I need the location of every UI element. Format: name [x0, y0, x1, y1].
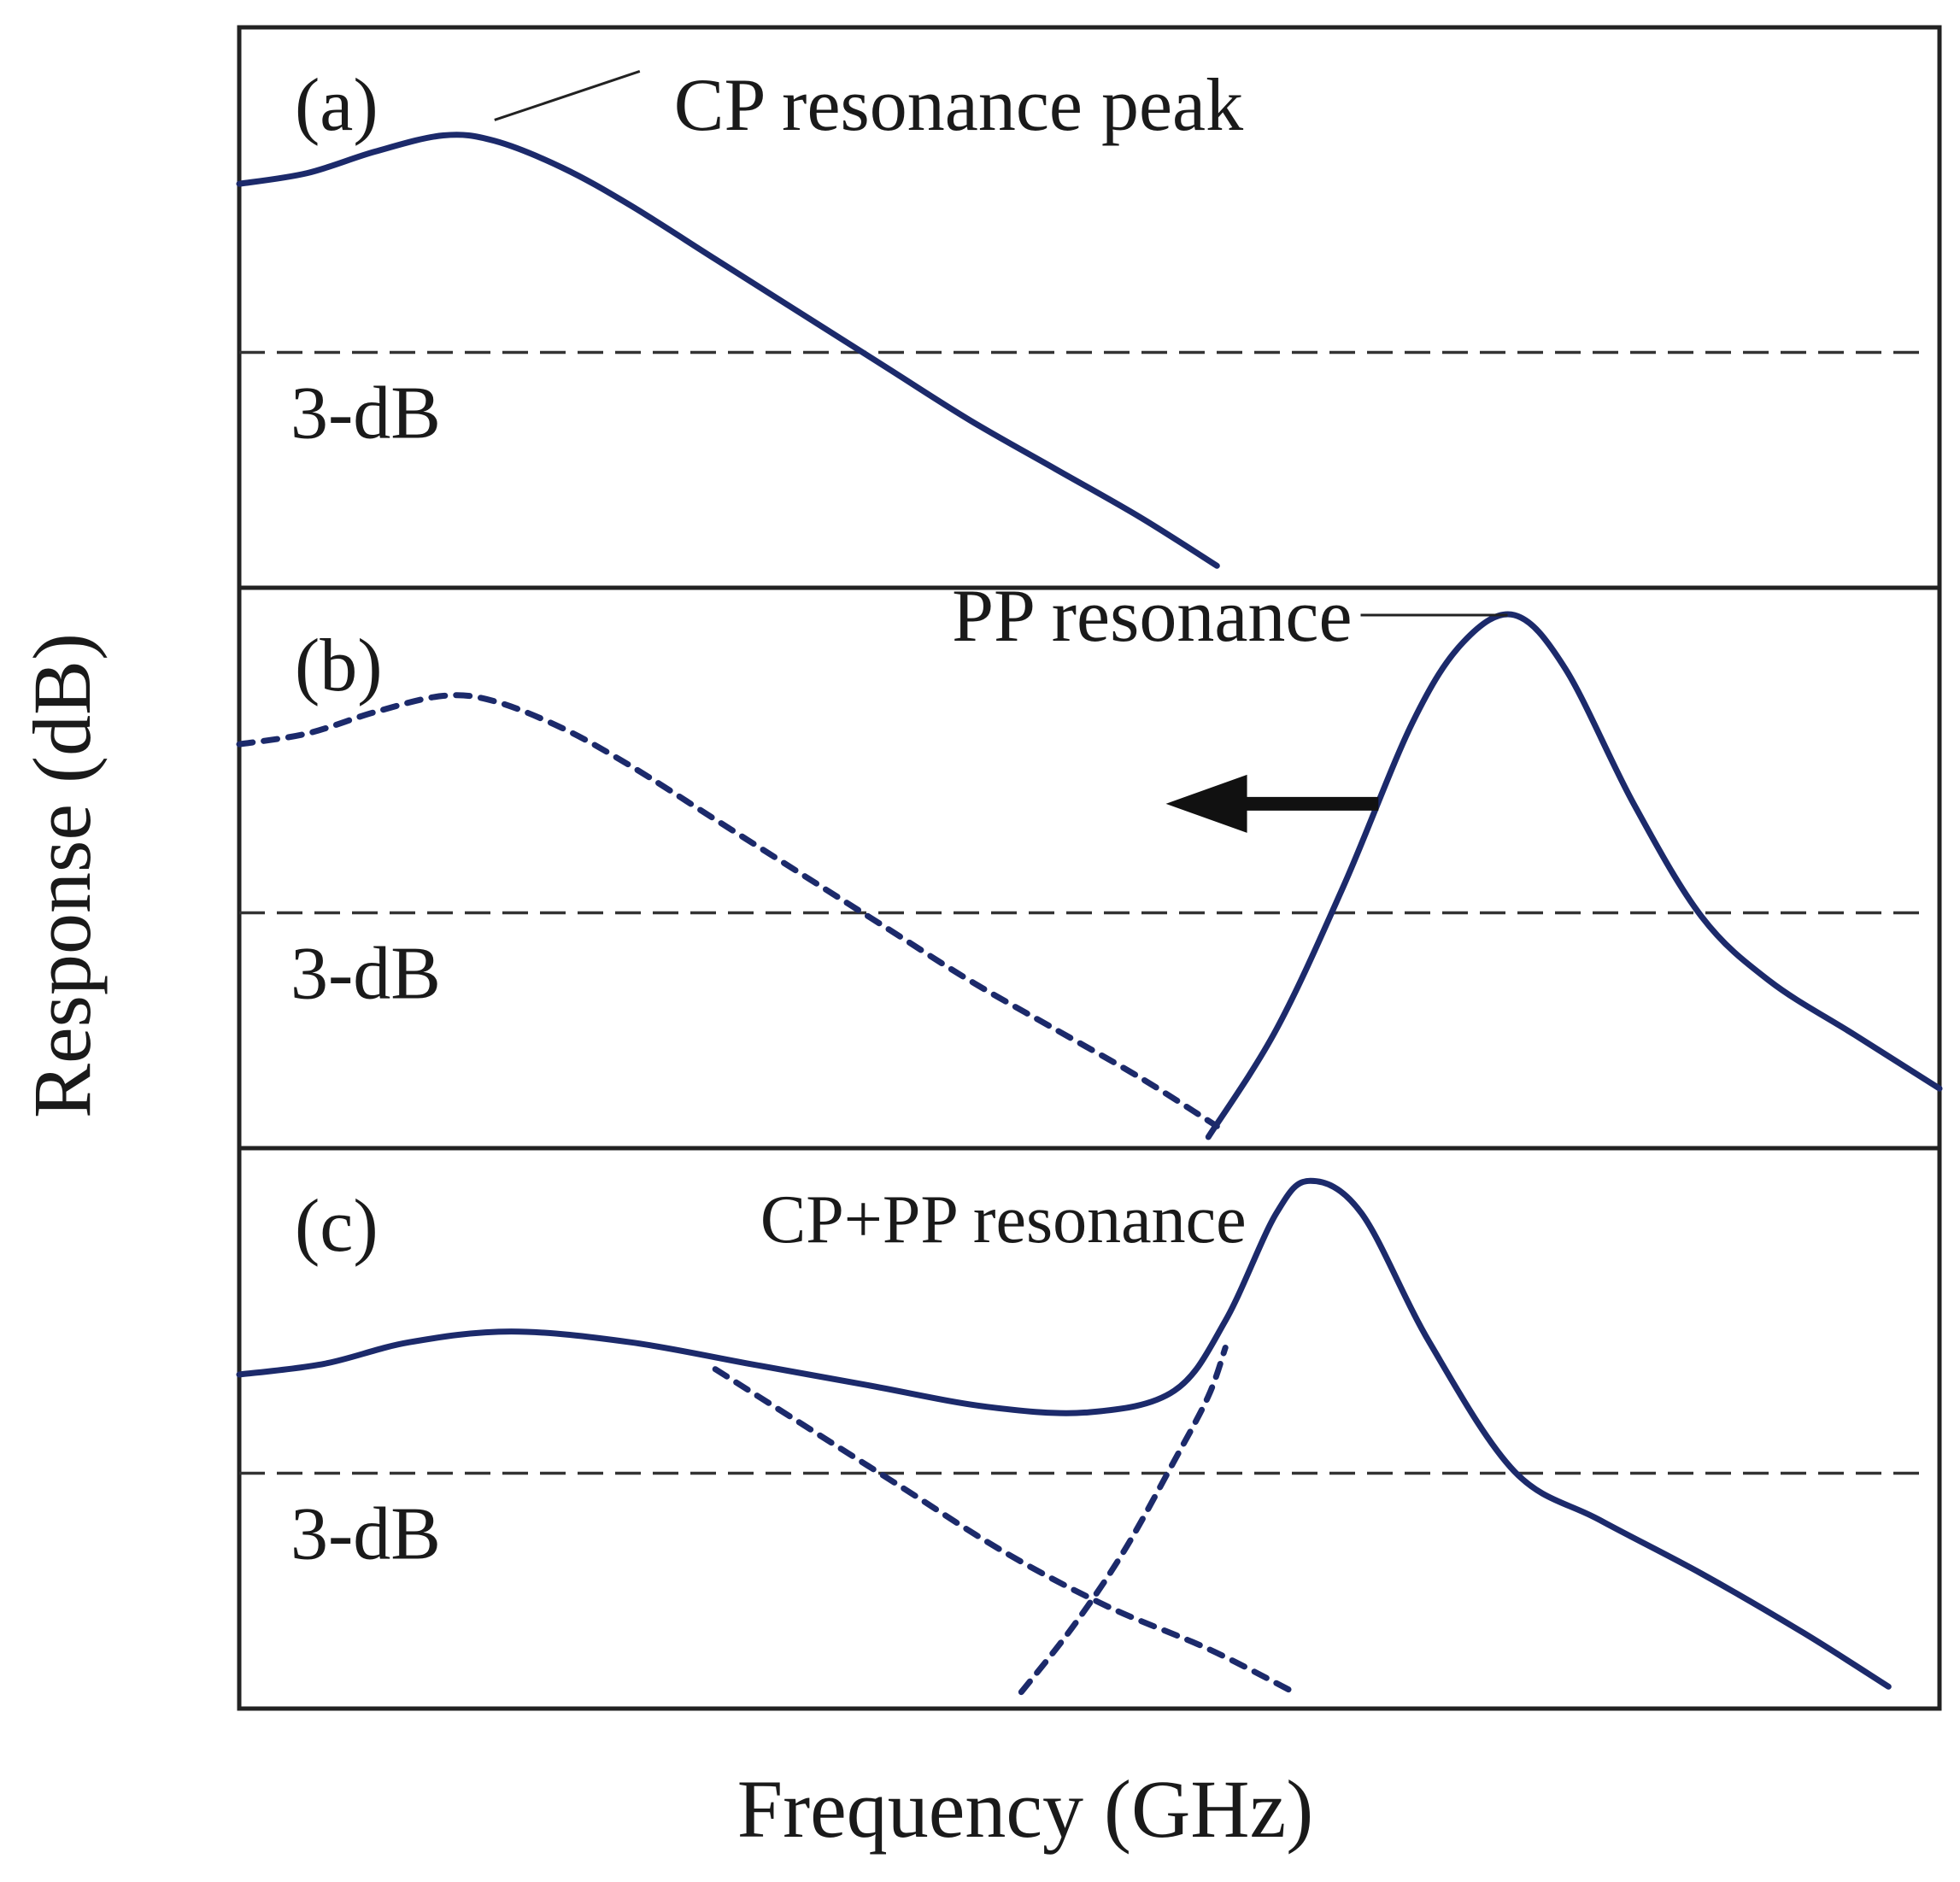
series-line-1: [236, 1177, 1892, 1690]
panel-b: 3-dB (b) PP resonance: [236, 575, 1943, 1151]
panels: 3-dB (a) CP resonance peak 3-dB (b) PP resona…: [236, 25, 1943, 1711]
panel-label: (c): [295, 1185, 379, 1268]
threshold-label: 3-dB: [290, 932, 441, 1015]
annotation-text: PP resonance: [952, 575, 1352, 658]
panel-label: (a): [295, 64, 379, 147]
panel-frame: [237, 585, 1942, 1151]
series-line-3: [1018, 1345, 1229, 1696]
series-line-2: [712, 1366, 1297, 1696]
series-line-1: [236, 132, 1220, 569]
shift-arrow-head: [1165, 774, 1247, 833]
threshold-label: 3-dB: [290, 1492, 441, 1575]
x-axis-label: Frequency (GHz): [737, 1763, 1313, 1855]
panel-frame: [237, 1146, 1942, 1711]
annotation-text: CP+PP resonance: [760, 1182, 1247, 1258]
series-line-2: [1205, 611, 1943, 1140]
annotation-text: CP resonance peak: [674, 64, 1243, 147]
series-line-1: [236, 692, 1220, 1129]
threshold-label: 3-dB: [290, 372, 441, 454]
annotation-leader: [494, 70, 641, 121]
panel-c: 3-dB (c) CP+PP resonance: [236, 1146, 1942, 1711]
panel-label: (b): [295, 624, 383, 707]
panel-a: 3-dB (a) CP resonance peak: [236, 25, 1942, 590]
y-axis-label: Response (dB): [16, 633, 108, 1118]
